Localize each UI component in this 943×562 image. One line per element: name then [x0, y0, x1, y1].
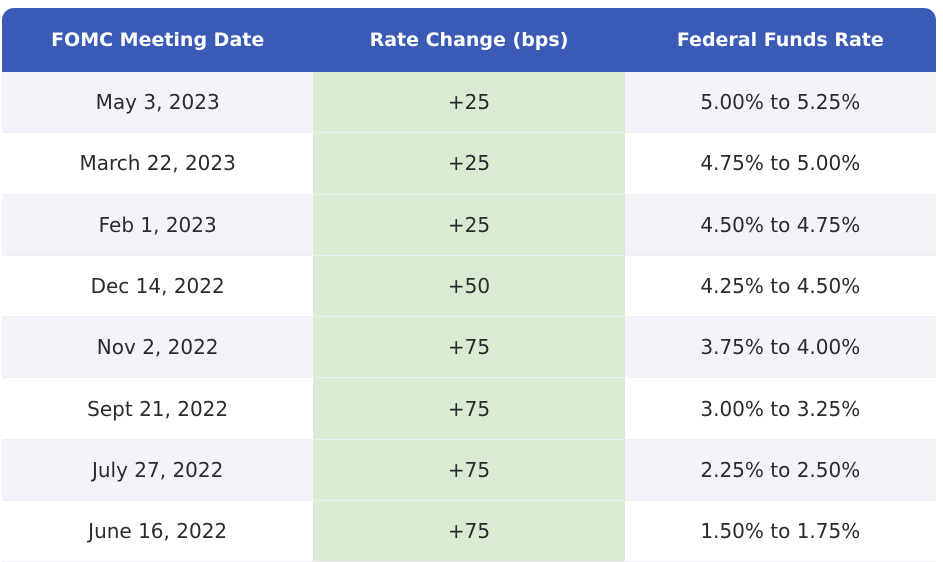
header-rate-change: Rate Change (bps) [369, 29, 569, 51]
table-row: Feb 1, 2023 +25 4.50% to 4.75% [2, 194, 936, 256]
table-row: May 3, 2023 +25 5.00% to 5.25% [2, 72, 936, 134]
table-row: Nov 2, 2022 +75 3.75% to 4.00% [2, 317, 936, 379]
fomc-rate-table: FOMC Meeting Date Rate Change (bps) Fede… [2, 8, 936, 562]
cell-rate-change: +25 [313, 194, 625, 255]
table-body: May 3, 2023 +25 5.00% to 5.25% March 22, 20… [2, 72, 936, 562]
cell-rate-change: +75 [313, 439, 625, 501]
cell-federal-funds-rate: 2.25% to 2.50% [624, 439, 936, 501]
cell-meeting-date: Sept 21, 2022 [2, 378, 314, 439]
cell-federal-funds-rate: 4.25% to 4.50% [624, 255, 936, 317]
cell-meeting-date: March 22, 2023 [2, 133, 314, 194]
cell-federal-funds-rate: 1.50% to 1.75% [624, 501, 936, 562]
cell-rate-change: +75 [313, 317, 625, 378]
cell-meeting-date: July 27, 2022 [2, 439, 314, 501]
table-row: Dec 14, 2022 +50 4.25% to 4.50% [2, 255, 936, 318]
table-row: Sept 21, 2022 +75 3.00% to 3.25% [2, 378, 936, 440]
cell-rate-change: +75 [313, 378, 625, 439]
cell-federal-funds-rate: 4.50% to 4.75% [624, 194, 936, 255]
table-header: FOMC Meeting Date Rate Change (bps) Fede… [2, 8, 936, 72]
cell-rate-change: +25 [313, 72, 625, 133]
cell-rate-change: +75 [313, 501, 625, 562]
cell-rate-change: +25 [313, 133, 625, 194]
cell-meeting-date: June 16, 2022 [2, 501, 314, 562]
cell-meeting-date: May 3, 2023 [2, 72, 314, 133]
table-row: July 27, 2022 +75 2.25% to 2.50% [2, 439, 936, 502]
cell-federal-funds-rate: 5.00% to 5.25% [624, 72, 936, 133]
cell-meeting-date: Nov 2, 2022 [2, 317, 314, 378]
cell-federal-funds-rate: 3.00% to 3.25% [624, 378, 936, 439]
cell-rate-change: +50 [313, 255, 625, 317]
cell-federal-funds-rate: 3.75% to 4.00% [624, 317, 936, 378]
header-federal-funds-rate: Federal Funds Rate [676, 29, 884, 51]
cell-meeting-date: Dec 14, 2022 [2, 255, 314, 317]
cell-meeting-date: Feb 1, 2023 [2, 194, 314, 255]
table-row: March 22, 2023 +25 4.75% to 5.00% [2, 133, 936, 195]
header-meeting-date: FOMC Meeting Date [51, 29, 265, 51]
table-row: June 16, 2022 +75 1.50% to 1.75% [2, 501, 936, 562]
cell-federal-funds-rate: 4.75% to 5.00% [624, 133, 936, 194]
